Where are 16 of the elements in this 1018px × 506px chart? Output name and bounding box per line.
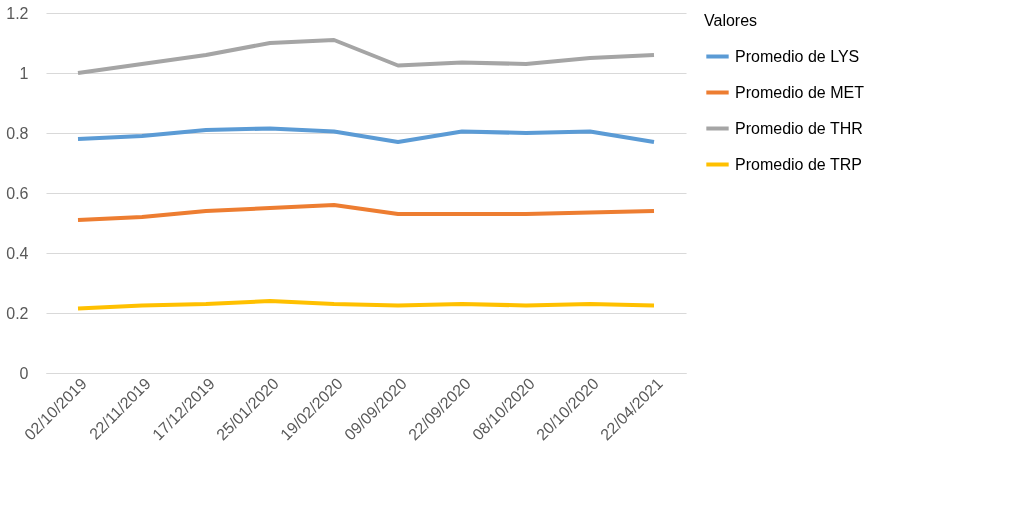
- line-series: [76, 38, 656, 75]
- y-tick-label: 0: [19, 364, 29, 382]
- line-series: [76, 126, 656, 144]
- legend-label: Promedio de THR: [735, 119, 863, 137]
- y-tick-label: 1.2: [6, 4, 29, 22]
- y-tick-label: 1: [19, 64, 29, 82]
- y-tick-label: 0.6: [6, 184, 29, 202]
- legend-label: Promedio de LYS: [735, 47, 860, 65]
- legend-label: Promedio de MET: [735, 83, 865, 101]
- y-tick-label: 0.8: [6, 124, 29, 142]
- y-tick-label: 0.2: [6, 304, 29, 322]
- legend-title: Valores: [704, 12, 758, 29]
- y-tick-label: 0.4: [6, 244, 29, 262]
- line-series: [76, 203, 656, 222]
- legend-label: Promedio de TRP: [735, 155, 862, 173]
- line-series: [76, 299, 656, 311]
